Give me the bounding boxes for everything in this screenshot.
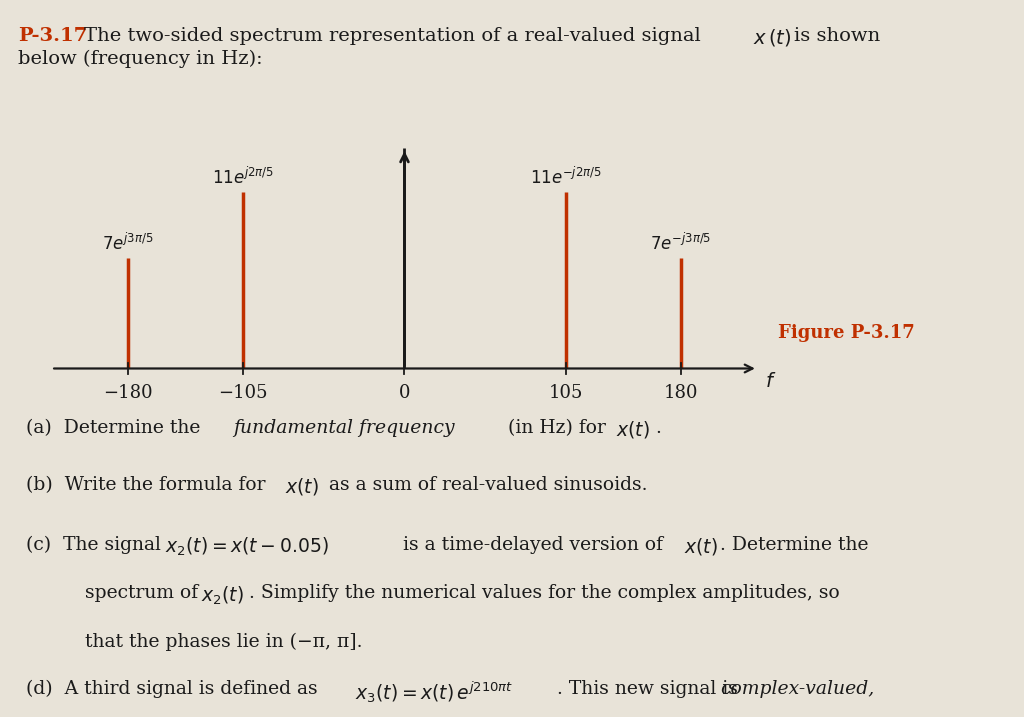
Text: P-3.17: P-3.17 [18,27,88,44]
Text: $11e^{-j2\pi/5}$: $11e^{-j2\pi/5}$ [529,167,602,188]
Text: 180: 180 [664,384,698,402]
Text: $x\/(t)$: $x\/(t)$ [753,27,792,47]
Text: The two-sided spectrum representation of a real-valued signal: The two-sided spectrum representation of… [84,27,711,44]
Text: that the phases lie in (−π, π].: that the phases lie in (−π, π]. [85,633,362,651]
Text: $7e^{-j3\pi/5}$: $7e^{-j3\pi/5}$ [650,233,712,254]
Text: (b)  Write the formula for: (b) Write the formula for [26,476,271,494]
Text: $11e^{j2\pi/5}$: $11e^{j2\pi/5}$ [212,167,274,188]
Text: (a)  Determine the: (a) Determine the [26,419,206,437]
Text: spectrum of: spectrum of [85,584,204,602]
Text: . This new signal is: . This new signal is [557,680,743,698]
Text: fundamental frequency: fundamental frequency [233,419,455,437]
Text: −105: −105 [218,384,268,402]
Text: $x_3(t) = x(t)\,e^{j210\pi t}$: $x_3(t) = x(t)\,e^{j210\pi t}$ [355,680,513,706]
Text: $x_2(t)$: $x_2(t)$ [201,584,244,607]
Text: below (frequency in Hz):: below (frequency in Hz): [18,50,263,68]
Text: complex-valued,: complex-valued, [720,680,874,698]
Text: is a time-delayed version of: is a time-delayed version of [397,536,670,554]
Text: $x_2(t) = x(t - 0.05)$: $x_2(t) = x(t - 0.05)$ [165,536,329,558]
Text: $x(t)$: $x(t)$ [285,476,318,497]
Text: −180: −180 [103,384,153,402]
Text: 105: 105 [549,384,583,402]
Text: . Determine the: . Determine the [720,536,868,554]
Text: $7e^{j3\pi/5}$: $7e^{j3\pi/5}$ [102,233,154,254]
Text: $f$: $f$ [766,372,777,391]
Text: is shown: is shown [794,27,880,44]
Text: as a sum of real-valued sinusoids.: as a sum of real-valued sinusoids. [323,476,647,494]
Text: $x(t)$: $x(t)$ [616,419,650,440]
Text: $x(t)$: $x(t)$ [684,536,718,556]
Text: Figure P-3.17: Figure P-3.17 [778,324,915,343]
Text: (d)  A third signal is defined as: (d) A third signal is defined as [26,680,324,698]
Text: . Simplify the numerical values for the complex amplitudes, so: . Simplify the numerical values for the … [249,584,840,602]
Text: (c)  The signal: (c) The signal [26,536,167,554]
Text: (in Hz) for: (in Hz) for [502,419,611,437]
Text: 0: 0 [398,384,411,402]
Text: .: . [655,419,662,437]
